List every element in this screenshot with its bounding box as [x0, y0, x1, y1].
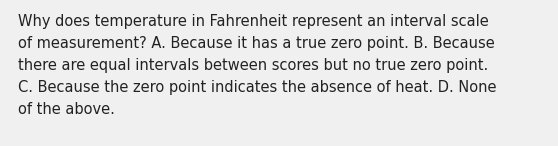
- Text: C. Because the zero point indicates the absence of heat. D. None: C. Because the zero point indicates the …: [18, 80, 497, 95]
- Text: of the above.: of the above.: [18, 102, 115, 117]
- Text: there are equal intervals between scores but no true zero point.: there are equal intervals between scores…: [18, 58, 488, 73]
- Text: Why does temperature in Fahrenheit represent an interval scale: Why does temperature in Fahrenheit repre…: [18, 14, 489, 29]
- Text: of measurement? A. Because it has a true zero point. B. Because: of measurement? A. Because it has a true…: [18, 36, 495, 51]
